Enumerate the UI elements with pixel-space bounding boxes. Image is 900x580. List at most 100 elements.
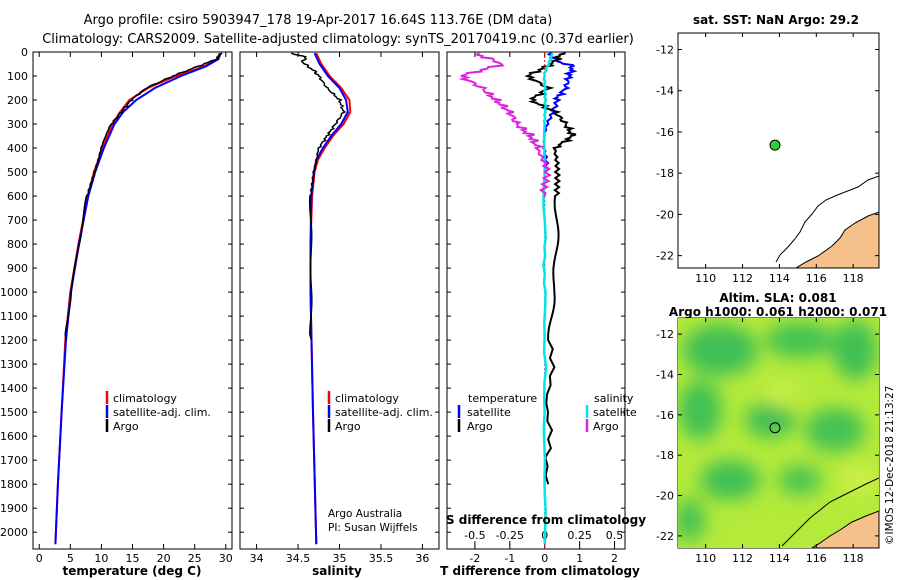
map-x-tick-label: 112 bbox=[732, 272, 753, 285]
x-tick-label: 30 bbox=[219, 552, 233, 565]
temperature-lines bbox=[54, 52, 223, 545]
map-y-tick-label: -12 bbox=[656, 328, 674, 341]
t-difference-axis-label: T difference from climatology bbox=[440, 564, 640, 578]
s-tick-label: -0.5 bbox=[464, 529, 485, 542]
sst-map-axes: 110 112 114 116 118 -12 -14 -16 -18 -20 -22 bbox=[656, 33, 879, 285]
argo-float-marker bbox=[769, 422, 781, 434]
depth-tick-label: 1100 bbox=[0, 310, 28, 323]
temperature-argo-line bbox=[64, 52, 223, 341]
temperature-satellite-line bbox=[54, 52, 222, 545]
sla-map-title: Altim. SLA: 0.081 bbox=[719, 291, 836, 305]
map-y-tick-label: -22 bbox=[656, 250, 674, 263]
map-x-tick-label: 116 bbox=[806, 552, 827, 565]
legend-t-argo: Argo bbox=[467, 420, 493, 433]
map-x-tick-label: 112 bbox=[732, 552, 753, 565]
sst-map-frame bbox=[677, 32, 880, 269]
x-tick-label: 20 bbox=[157, 552, 171, 565]
depth-tick-label: 1400 bbox=[0, 382, 28, 395]
australia-coast bbox=[795, 211, 879, 268]
depth-tick-label: 600 bbox=[7, 190, 28, 203]
x-tick-label: -1 bbox=[504, 552, 515, 565]
x-tick-label: 2 bbox=[611, 552, 618, 565]
map-y-tick-label: -20 bbox=[656, 208, 674, 221]
depth-tick-label: 1000 bbox=[0, 286, 28, 299]
depth-tick-label: 1800 bbox=[0, 478, 28, 491]
depth-tick-label: 400 bbox=[7, 142, 28, 155]
depth-axis: 0 100 200 300 400 500 600 700 800 900 1000 1100 1200… bbox=[0, 46, 625, 539]
map-y-tick-label: -18 bbox=[656, 449, 674, 462]
depth-tick-label: 0 bbox=[21, 46, 28, 59]
depth-tick-label: 2000 bbox=[0, 526, 28, 539]
s-tick-label: -0.25 bbox=[496, 529, 524, 542]
difference-legend: temperature satellite Argo salinity sate… bbox=[457, 392, 637, 433]
salinity-legend: climatology satellite-adj. clim. Argo bbox=[327, 391, 433, 433]
x-tick-label: 5 bbox=[67, 552, 74, 565]
map-y-tick-label: -20 bbox=[656, 490, 674, 503]
s-tick-label: 0.5 bbox=[606, 529, 624, 542]
legend-satellite: satellite-adj. clim. bbox=[113, 406, 211, 419]
x-tick-label: 0 bbox=[541, 552, 548, 565]
depth-tick-label: 800 bbox=[7, 238, 28, 251]
x-tick-label: 25 bbox=[188, 552, 202, 565]
x-tick-label: 34 bbox=[250, 552, 264, 565]
sla-australia-coast bbox=[811, 510, 879, 548]
credit-line-1: Argo Australia bbox=[328, 508, 402, 520]
map-y-tick-label: -16 bbox=[656, 126, 674, 139]
map-y-tick-label: -12 bbox=[656, 43, 674, 56]
map-y-tick-label: -16 bbox=[656, 409, 674, 422]
map-x-tick-label: 114 bbox=[769, 272, 790, 285]
salinity-lines bbox=[290, 52, 352, 545]
map-y-tick-label: -14 bbox=[656, 85, 674, 98]
legend-argo: Argo bbox=[335, 420, 361, 433]
x-tick-label: 10 bbox=[94, 552, 108, 565]
x-tick-label: 0 bbox=[36, 552, 43, 565]
sla-map-field bbox=[678, 318, 879, 548]
map-x-tick-label: 114 bbox=[769, 552, 790, 565]
sla-map-subtitle: Argo h1000: 0.061 h2000: 0.071 bbox=[669, 305, 887, 319]
x-tick-label: 34.5 bbox=[286, 552, 311, 565]
depth-tick-label: 1600 bbox=[0, 430, 28, 443]
title-line-2: Climatology: CARS2009. Satellite-adjuste… bbox=[42, 32, 634, 47]
s-tick-label: 0.25 bbox=[567, 529, 592, 542]
depth-tick-label: 1900 bbox=[0, 502, 28, 515]
sla-bathymetry-contour bbox=[781, 477, 879, 547]
depth-tick-label: 200 bbox=[7, 94, 28, 107]
legend-s-argo: Argo bbox=[593, 420, 619, 433]
legend-satellite: satellite-adj. clim. bbox=[335, 406, 433, 419]
temperature-legend: climatology satellite-adj. clim. Argo bbox=[105, 391, 211, 433]
s-difference-axis-label: S difference from climatology bbox=[446, 513, 646, 527]
map-x-tick-label: 116 bbox=[806, 272, 827, 285]
depth-tick-label: 1200 bbox=[0, 334, 28, 347]
legend-climatology: climatology bbox=[113, 392, 177, 405]
x-tick-label: 35.5 bbox=[369, 552, 394, 565]
depth-tick-label: 900 bbox=[7, 262, 28, 275]
salinity-argo-line bbox=[290, 52, 347, 341]
depth-tick-label: 700 bbox=[7, 214, 28, 227]
sst-map-land bbox=[775, 175, 879, 268]
difference-temperature-argo-line bbox=[524, 52, 577, 485]
x-tick-label: 36 bbox=[415, 552, 429, 565]
salinity-axis-label: salinity bbox=[312, 564, 362, 578]
x-tick-label: -2 bbox=[469, 552, 480, 565]
legend-salinity-heading: salinity bbox=[594, 392, 634, 405]
depth-tick-label: 1500 bbox=[0, 406, 28, 419]
depth-tick-label: 1700 bbox=[0, 454, 28, 467]
legend-temperature-heading: temperature bbox=[468, 392, 537, 405]
salinity-panel-frame bbox=[239, 51, 440, 550]
map-x-tick-label: 118 bbox=[843, 552, 864, 565]
map-x-tick-label: 110 bbox=[695, 272, 716, 285]
title-line-1: Argo profile: csiro 5903947_178 19-Apr-2… bbox=[84, 13, 553, 28]
depth-tick-label: 1300 bbox=[0, 358, 28, 371]
difference-lines bbox=[458, 52, 578, 549]
credit-line-2: PI: Susan Wijffels bbox=[328, 522, 418, 534]
sst-map-title: sat. SST: NaN Argo: 29.2 bbox=[693, 13, 859, 27]
depth-tick-label: 100 bbox=[7, 70, 28, 83]
legend-argo: Argo bbox=[113, 420, 139, 433]
difference-salinity-argo-line bbox=[458, 52, 552, 197]
depth-tick-label: 500 bbox=[7, 166, 28, 179]
x-tick-label: 15 bbox=[126, 552, 140, 565]
x-axes: 0 5 10 15 20 25 30 34 34.5 35 35.5 36 -2 -1 0 1 2 -0.5 -0.… bbox=[36, 52, 624, 565]
difference-panel-frame bbox=[446, 51, 626, 550]
sla-map-axes: 110 112 114 116 118 -12 -14 -16 -18 -20 -22 bbox=[656, 318, 879, 565]
